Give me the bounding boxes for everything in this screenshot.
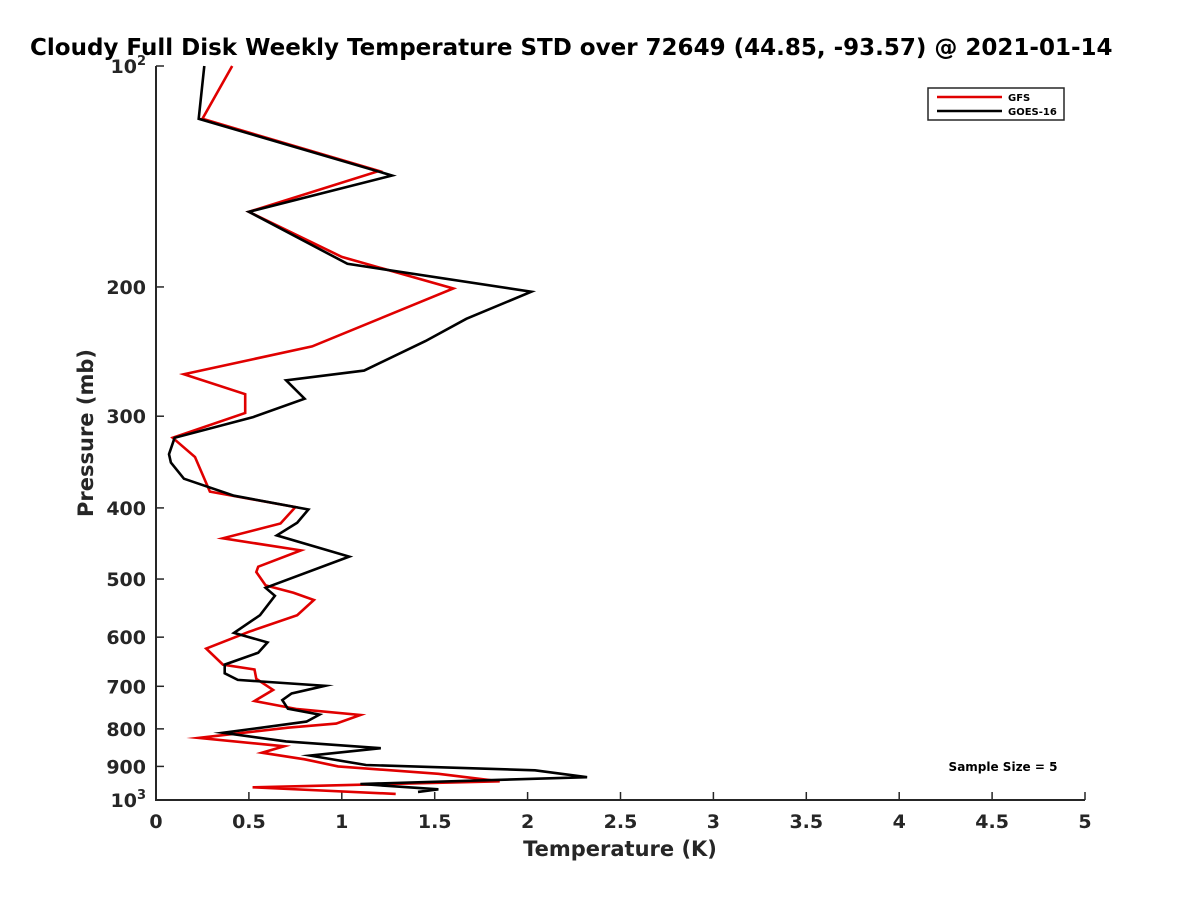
y-tick-label: 500 xyxy=(106,569,146,591)
legend-label-gfs: GFS xyxy=(1008,93,1030,104)
legend-label-goes-16: GOES-16 xyxy=(1008,107,1057,118)
y-tick-label: 600 xyxy=(106,627,146,649)
legend-box xyxy=(927,87,1065,121)
x-tick-label: 5 xyxy=(1078,811,1091,833)
series-layer xyxy=(167,65,588,796)
y-tick-label: 700 xyxy=(106,676,146,698)
x-axis-label: Temperature (K) xyxy=(523,837,717,861)
x-axis-ticks: 0 0.5 1 1.5 2 2.5 3 3.5 4 4.5 5 xyxy=(149,792,1092,833)
x-tick-label: 4 xyxy=(893,811,906,833)
y-tick-label: 300 xyxy=(106,406,146,428)
y-axis-ticks: 102 200 300 400 500 600 700 800 900 103 xyxy=(106,54,164,812)
x-tick-label: 4.5 xyxy=(975,811,1009,833)
y-tick-label: 800 xyxy=(106,719,146,741)
y-tick-label: 400 xyxy=(106,498,146,520)
series-line-goes-16 xyxy=(167,65,588,794)
y-tick-label: 103 xyxy=(111,788,147,812)
y-tick-label: 900 xyxy=(106,756,146,778)
chart-title: Cloudy Full Disk Weekly Temperature STD … xyxy=(30,35,1113,61)
series-line-gfs xyxy=(170,65,500,796)
x-tick-label: 3 xyxy=(707,811,720,833)
x-tick-label: 2 xyxy=(521,811,534,833)
y-tick-label: 102 xyxy=(111,54,147,78)
legend: GFS GOES-16 xyxy=(927,87,1065,121)
x-tick-label: 1 xyxy=(335,811,348,833)
x-tick-label: 0 xyxy=(149,811,162,833)
x-tick-label: 0.5 xyxy=(232,811,266,833)
y-axis-label: Pressure (mb) xyxy=(74,349,98,517)
y-tick-label: 200 xyxy=(106,277,146,299)
x-tick-label: 2.5 xyxy=(604,811,638,833)
x-tick-label: 3.5 xyxy=(789,811,823,833)
x-tick-label: 1.5 xyxy=(418,811,452,833)
sample-size-annotation: Sample Size = 5 xyxy=(949,760,1058,774)
